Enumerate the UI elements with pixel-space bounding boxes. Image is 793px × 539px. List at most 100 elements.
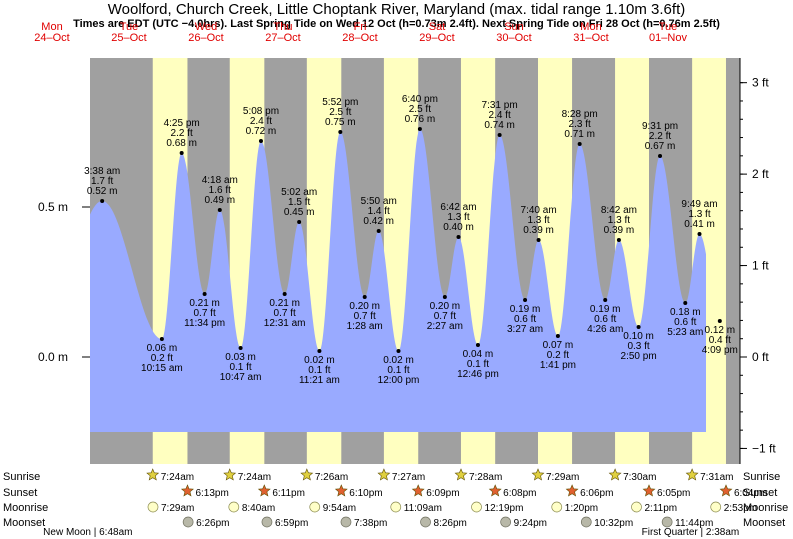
tide-height-m-label: 0.72 m bbox=[246, 126, 277, 137]
tide-time-label: 1:28 am bbox=[347, 321, 383, 332]
tide-curve-area bbox=[90, 129, 706, 432]
astro-rows: Sunrise Sunrise 7:24am 7:24am 7:26am 7:27am 7:… bbox=[3, 468, 788, 538]
moonset-icon bbox=[261, 516, 273, 528]
moonrise-icon bbox=[228, 501, 240, 513]
sunset-icon bbox=[334, 484, 348, 497]
moonset-icon bbox=[580, 516, 592, 528]
tide-height-ft-label: 1.3 ft bbox=[527, 215, 549, 226]
low-tide-point bbox=[238, 346, 243, 350]
sunset-time-label: 6:13pm bbox=[195, 488, 228, 499]
tide-height-m-label: 0.75 m bbox=[325, 117, 356, 128]
tide-time-label: 3:27 am bbox=[507, 324, 543, 335]
tide-height-ft-label: 1.3 ft bbox=[447, 212, 469, 223]
sunrise-time-label: 7:31am bbox=[700, 472, 733, 483]
moonset-time-label: 10:32pm bbox=[594, 518, 633, 529]
tide-height-m-label: 0.19 m bbox=[590, 304, 621, 315]
tide-height-m-label: 0.20 m bbox=[430, 301, 461, 312]
sunset-icon bbox=[411, 484, 425, 497]
sunrise-time-label: 7:24am bbox=[238, 472, 271, 483]
sunrise-time-label: 7:29am bbox=[546, 472, 579, 483]
sunrise-time-label: 7:28am bbox=[469, 472, 502, 483]
moonrise-row-label-left: Moonrise bbox=[3, 502, 48, 514]
day-date-label: 25–Oct bbox=[111, 32, 146, 44]
high-tide-point bbox=[100, 199, 105, 203]
tide-time-label: 3:38 am bbox=[84, 166, 120, 177]
left-axis-tick-label: 0.5 m bbox=[38, 200, 68, 214]
tide-height-m-label: 0.42 m bbox=[363, 216, 394, 227]
tide-time-label: 8:42 am bbox=[601, 205, 637, 216]
high-tide-point bbox=[417, 127, 422, 131]
chart-title: Woolford, Church Creek, Little Choptank … bbox=[107, 1, 686, 18]
low-tide-point bbox=[396, 349, 401, 353]
moonset-time-label: 6:26pm bbox=[196, 518, 229, 529]
sunset-time-label: 6:11pm bbox=[272, 488, 305, 499]
low-tide-point bbox=[717, 319, 722, 323]
tide-time-label: 12:46 pm bbox=[457, 369, 499, 380]
tide-water-area bbox=[90, 129, 706, 432]
high-tide-point bbox=[217, 208, 222, 212]
tide-height-m-label: 0.45 m bbox=[284, 207, 315, 218]
right-axis-tick-label: 2 ft bbox=[752, 167, 769, 181]
tide-time-label: 8:28 pm bbox=[562, 109, 598, 120]
sunset-icon bbox=[719, 484, 733, 497]
low-tide-point bbox=[202, 292, 207, 296]
day-date-label: 31–Oct bbox=[573, 32, 608, 44]
moonrise-time-label: 2:11pm bbox=[644, 503, 677, 514]
tide-height-m-label: 0.02 m bbox=[304, 355, 335, 366]
right-axis-tick-label: 3 ft bbox=[752, 76, 769, 90]
day-weekday-label: Sat bbox=[429, 21, 446, 33]
low-tide-point bbox=[317, 349, 322, 353]
moonrise-row-label-right: Moonrise bbox=[743, 502, 788, 514]
sunset-icon bbox=[488, 484, 502, 497]
moonset-icon bbox=[420, 516, 431, 528]
moonset-row-label-right: Moonset bbox=[743, 517, 785, 529]
moon-phase-label: New Moon | 6:48am bbox=[43, 527, 132, 538]
tide-height-m-label: 0.19 m bbox=[510, 304, 541, 315]
moonrise-time-label: 7:29am bbox=[161, 503, 194, 514]
tide-height-ft-label: 2.2 ft bbox=[649, 131, 671, 142]
sunrise-time-label: 7:24am bbox=[161, 472, 194, 483]
tide-height-m-label: 0.52 m bbox=[87, 186, 118, 197]
moonrise-icon bbox=[710, 501, 722, 513]
tide-height-m-label: 0.39 m bbox=[604, 225, 635, 236]
tide-height-m-label: 0.39 m bbox=[523, 225, 554, 236]
low-tide-point bbox=[159, 337, 164, 341]
tide-height-ft-label: 2.4 ft bbox=[250, 116, 272, 127]
moonset-icon bbox=[340, 516, 352, 528]
moonrise-time-label: 9:54am bbox=[323, 503, 356, 514]
tide-time-label: 7:31 pm bbox=[482, 100, 518, 111]
sunrise-icon bbox=[608, 468, 622, 481]
sunrise-icon bbox=[300, 468, 314, 481]
sunset-time-label: 6:09pm bbox=[426, 488, 459, 499]
sunrise-row-label-right: Sunrise bbox=[743, 471, 780, 483]
tide-time-label: 4:26 am bbox=[587, 324, 623, 335]
tide-time-label: 12:00 pm bbox=[378, 375, 420, 386]
moonrise-time-label: 11:09am bbox=[404, 503, 442, 514]
tide-height-ft-label: 0.1 ft bbox=[387, 365, 409, 376]
low-tide-point bbox=[683, 301, 688, 305]
tide-height-ft-label: 2.5 ft bbox=[409, 104, 431, 115]
tide-time-label: 11:21 am bbox=[299, 375, 340, 386]
moonrise-icon bbox=[471, 501, 482, 513]
tide-height-m-label: 0.49 m bbox=[205, 195, 236, 206]
low-tide-point bbox=[282, 292, 287, 296]
tide-time-label: 6:42 am bbox=[440, 202, 476, 213]
sunrise-row-label-left: Sunrise bbox=[3, 471, 40, 483]
tide-height-m-label: 0.76 m bbox=[405, 114, 436, 125]
day-weekday-label: Fri bbox=[354, 21, 367, 33]
day-date-label: 30–Oct bbox=[496, 32, 531, 44]
tide-time-label: 10:47 am bbox=[220, 372, 262, 383]
sunrise-time-label: 7:26am bbox=[315, 472, 348, 483]
tide-height-ft-label: 0.6 ft bbox=[594, 314, 616, 325]
tide-time-label: 9:31 pm bbox=[642, 121, 678, 132]
day-weekday-label: Tue bbox=[120, 21, 139, 33]
tide-time-label: 1:41 pm bbox=[540, 360, 576, 371]
tide-height-m-label: 0.10 m bbox=[623, 331, 654, 342]
right-axis-tick-label: 1 ft bbox=[752, 259, 769, 273]
moonrise-icon bbox=[551, 501, 563, 513]
tide-height-ft-label: 0.2 ft bbox=[547, 350, 569, 361]
tide-height-ft-label: 1.3 ft bbox=[608, 215, 630, 226]
day-weekday-label: Mon bbox=[41, 21, 62, 33]
tide-height-ft-label: 0.1 ft bbox=[308, 365, 330, 376]
right-axis-tick-label: 0 ft bbox=[752, 350, 769, 364]
